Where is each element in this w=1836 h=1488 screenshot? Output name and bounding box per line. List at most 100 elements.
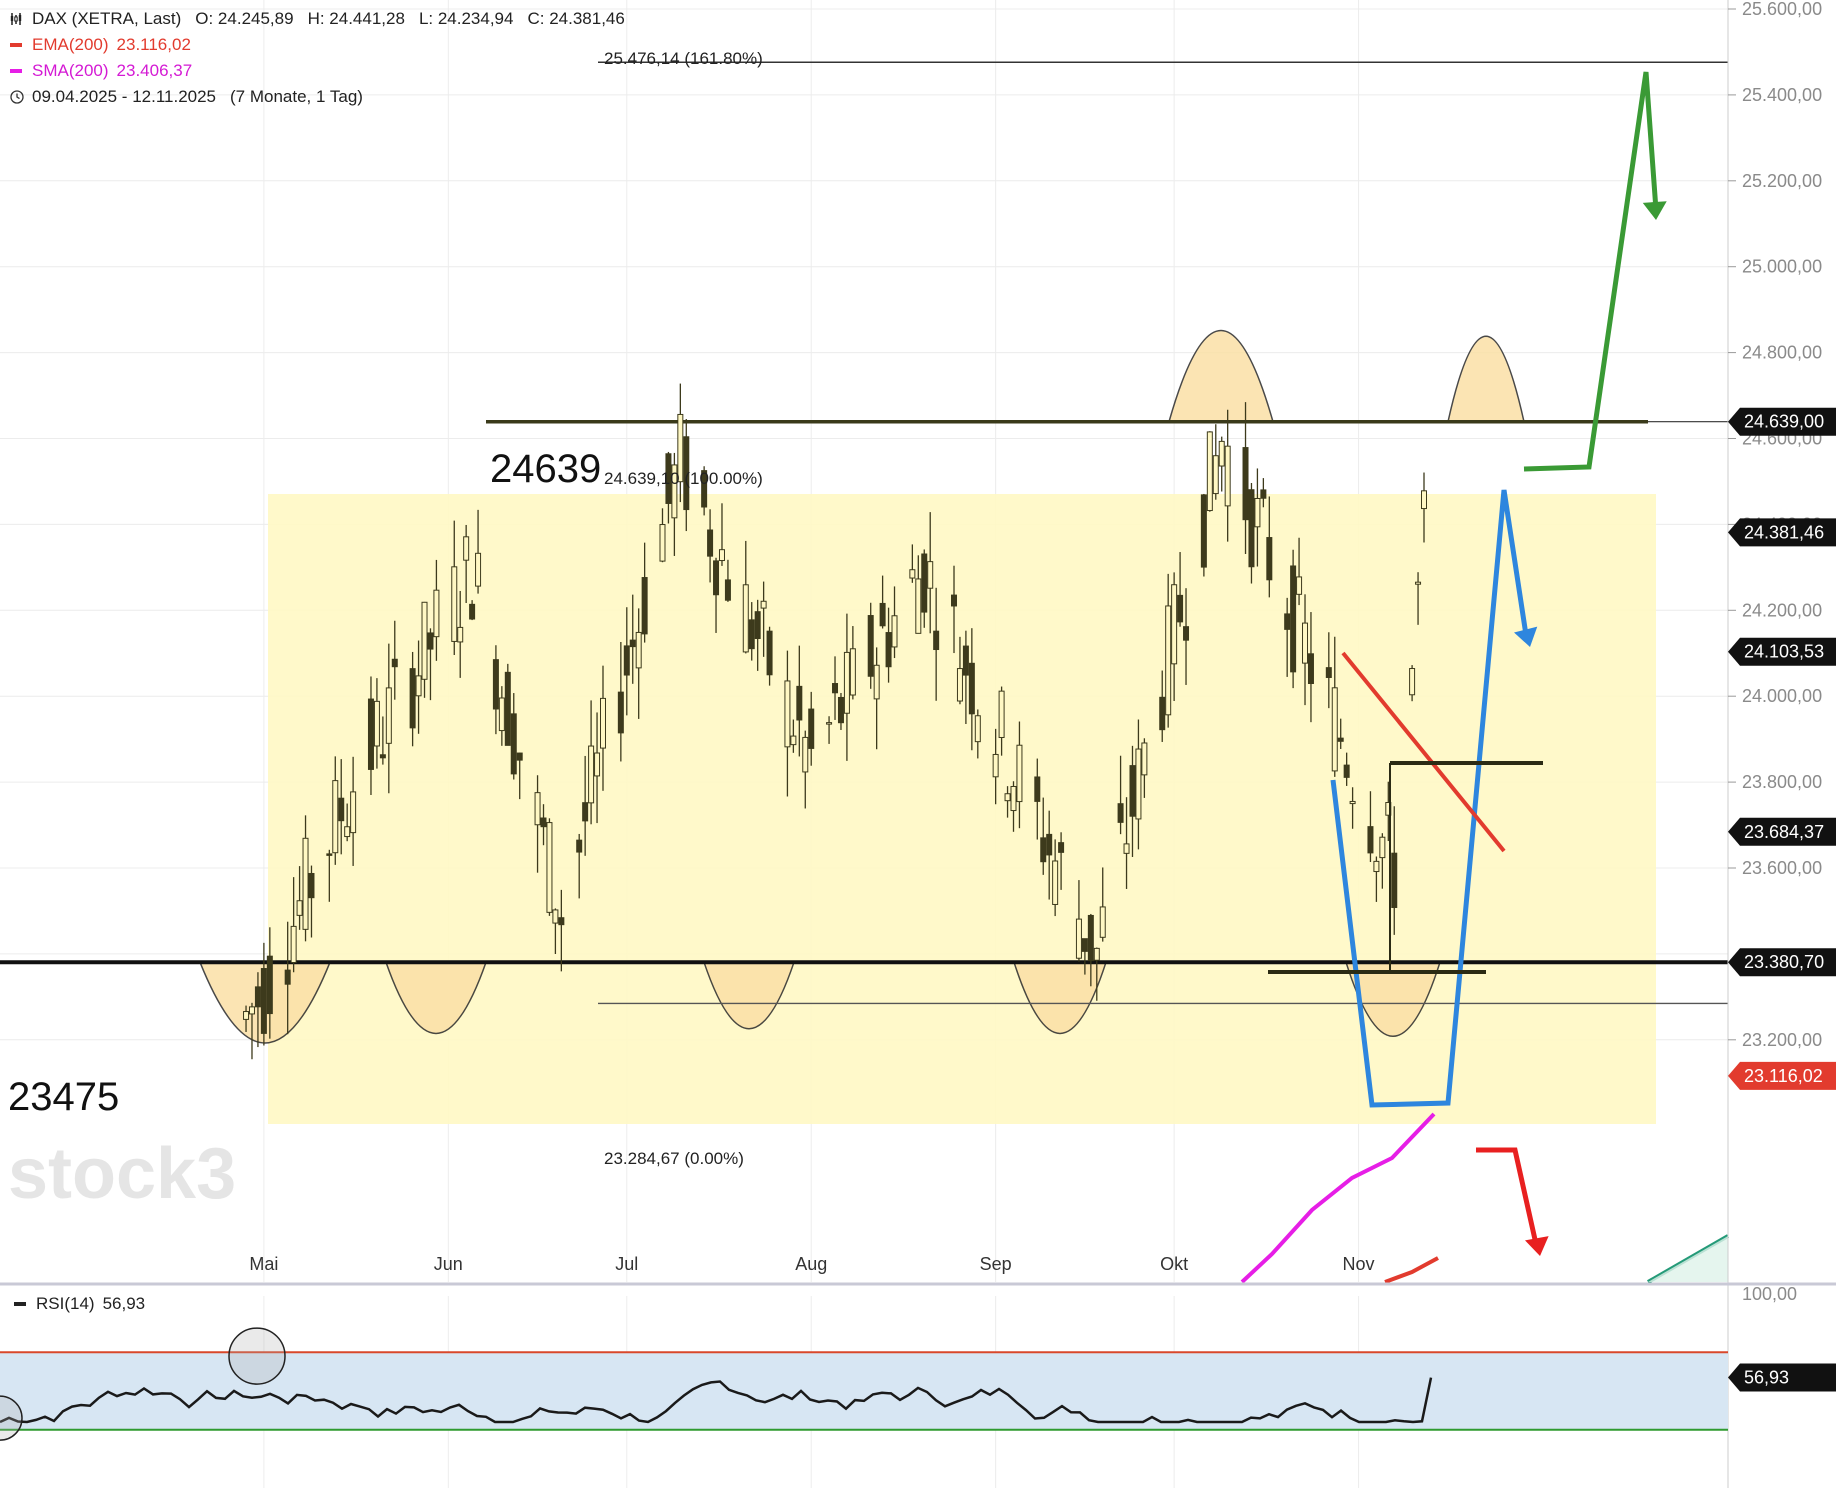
- candle-body: [1337, 737, 1344, 742]
- arch-mark: [384, 961, 488, 1035]
- candle-body: [1290, 565, 1297, 673]
- candle-body: [707, 529, 714, 557]
- green-arrow-head: [1642, 201, 1667, 220]
- rsi-band: [0, 1352, 1728, 1430]
- candle-body: [808, 708, 815, 749]
- candle-body: [724, 579, 731, 601]
- candle-body: [1123, 843, 1130, 854]
- candle-body: [1415, 581, 1422, 585]
- candle-body: [290, 925, 297, 964]
- candle-body: [998, 690, 1005, 738]
- candle-body: [915, 578, 922, 634]
- sma-label: SMA(200): [32, 61, 109, 80]
- candle-body: [367, 698, 374, 770]
- candle-body: [921, 553, 928, 613]
- candle-body: [1004, 793, 1011, 802]
- candle-body: [385, 687, 392, 744]
- candle-body: [784, 680, 791, 748]
- candle-body: [308, 872, 315, 899]
- ohlc-row: DAX (XETRA, Last) O: 24.245,89 H: 24.441…: [10, 6, 625, 32]
- candle-body: [1034, 776, 1041, 802]
- candle-body: [433, 589, 440, 638]
- arch-mark: [702, 961, 796, 1030]
- y-tick-label: 23.200,00: [1742, 1030, 1822, 1050]
- candle-body: [1242, 447, 1249, 521]
- candle-body: [1075, 918, 1082, 959]
- red-arrow-head: [1525, 1236, 1549, 1256]
- candle-body: [558, 917, 565, 926]
- candle-body: [350, 791, 357, 834]
- candle-body: [933, 630, 940, 651]
- candle-body: [1254, 497, 1261, 528]
- candle-body: [409, 668, 416, 729]
- candle-body: [469, 603, 476, 620]
- candle-body: [879, 602, 886, 627]
- candle-body: [1373, 860, 1380, 873]
- fib-100-label: 24.639,10 (100.00%): [604, 469, 763, 488]
- candle-body: [1183, 626, 1190, 641]
- x-tick-label: Okt: [1160, 1254, 1188, 1274]
- rsi-legend: RSI(14) 56,93: [14, 1294, 145, 1314]
- y-tick-label: 25.200,00: [1742, 171, 1822, 191]
- candle-body: [504, 671, 511, 746]
- clock-icon: [10, 90, 24, 104]
- candle-body: [927, 561, 934, 589]
- low-value: L: 24.234,94: [418, 9, 514, 28]
- candle-body: [665, 453, 672, 504]
- fib-0-label: 23.284,67 (0.00%): [604, 1149, 744, 1168]
- candle-body: [1016, 744, 1023, 803]
- sma-swatch: [10, 69, 22, 73]
- candle-body: [1129, 765, 1136, 817]
- red-down-path: [1476, 1147, 1539, 1245]
- price-badge-label: 24.639,00: [1744, 412, 1824, 432]
- candle-body: [1099, 906, 1106, 938]
- candle-body: [254, 986, 261, 1008]
- candle-body: [1260, 489, 1267, 499]
- y-tick-label: 24.200,00: [1742, 600, 1822, 620]
- candle-body: [1087, 914, 1094, 962]
- x-tick-label: Jun: [434, 1254, 463, 1274]
- arch-mark: [1012, 961, 1108, 1035]
- candle-body: [599, 697, 606, 749]
- candle-body: [540, 817, 547, 828]
- rsi-badge: [1728, 1363, 1836, 1392]
- sma-row: SMA(200) 23.406,37: [10, 58, 625, 84]
- candle-body: [1052, 860, 1059, 905]
- price-badge-label: 23.116,02: [1744, 1066, 1823, 1086]
- drawings: [1268, 71, 1667, 1256]
- price-badges: 24.639,00 24.381,46 24.103,53 23.684,37 23.3…: [1728, 407, 1836, 1090]
- candle-body: [796, 685, 803, 721]
- candle-body: [498, 697, 505, 732]
- y-tick-label: 23.800,00: [1742, 772, 1822, 792]
- high-value: H: 24.441,28: [307, 9, 405, 28]
- candle-body: [623, 645, 630, 676]
- candle-body: [748, 619, 755, 650]
- candle-body: [1135, 748, 1142, 820]
- watermark: stock3: [8, 1134, 236, 1214]
- candle-body: [1302, 622, 1309, 664]
- y-tick-label: 24.000,00: [1742, 686, 1822, 706]
- candle-body: [659, 524, 666, 562]
- candle-body: [427, 632, 434, 650]
- candle-body: [754, 611, 761, 640]
- candle-body: [1284, 613, 1291, 630]
- candle-body: [1058, 842, 1065, 853]
- candle-body: [492, 659, 499, 710]
- candle-body: [1200, 494, 1207, 568]
- price-badge-label: 24.103,53: [1744, 642, 1824, 662]
- candle-body: [1343, 764, 1350, 778]
- x-tick-label: Aug: [795, 1254, 827, 1274]
- y-tick-label: 25.400,00: [1742, 85, 1822, 105]
- candle-body: [1046, 833, 1053, 856]
- candle-body: [891, 615, 898, 648]
- price-badge: [1728, 518, 1836, 547]
- candle-body: [1421, 490, 1427, 510]
- sma-value: 23.406,37: [116, 61, 193, 80]
- candle-body: [1266, 537, 1273, 581]
- x-tick-label: Nov: [1343, 1254, 1375, 1274]
- candle-body: [451, 566, 458, 642]
- candle-body: [457, 626, 464, 643]
- candle-body: [534, 792, 541, 826]
- candle-body: [677, 413, 684, 483]
- rsi-line: [0, 1377, 1433, 1424]
